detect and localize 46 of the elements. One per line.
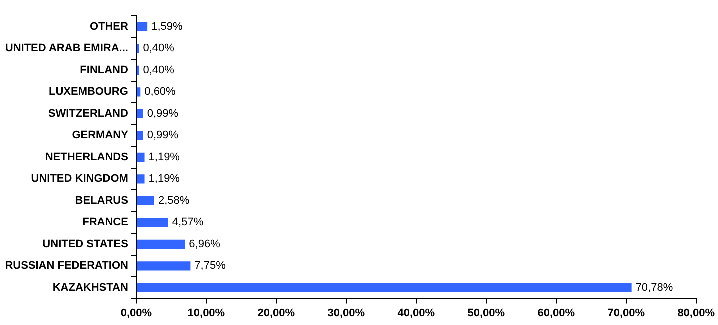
y-tick-label: UNITED STATES: [42, 238, 128, 250]
y-tick-label: BELARUS: [75, 194, 128, 207]
bar: [136, 109, 144, 118]
x-tick-label: 40,00%: [398, 307, 436, 320]
bar: [136, 174, 145, 184]
bar: [136, 88, 141, 97]
data-label: 0,40%: [143, 42, 175, 55]
data-label: 2,58%: [158, 194, 190, 207]
y-tick-label: UNITED ARAB EMIRA...: [5, 42, 128, 55]
data-label: 0,99%: [147, 130, 179, 142]
x-tick-label: 0,00%: [120, 307, 152, 320]
x-tick-label: 50,00%: [468, 307, 506, 320]
data-label: 0,99%: [147, 108, 179, 120]
bar: [136, 22, 148, 32]
x-tick-label: 20,00%: [258, 307, 296, 320]
data-label: 6,96%: [189, 238, 221, 250]
y-tick-label: KAZAKHSTAN: [52, 282, 128, 294]
x-tick-label: 70,00%: [608, 307, 646, 320]
data-label: 70,78%: [636, 282, 674, 294]
y-tick-label: FINLAND: [80, 64, 128, 76]
bar: [136, 262, 191, 271]
data-label: 1,59%: [152, 20, 183, 33]
y-tick-label: NETHERLANDS: [45, 151, 128, 164]
x-tick-label: 60,00%: [538, 307, 576, 320]
data-label: 1,19%: [148, 151, 180, 164]
bar: [136, 218, 168, 228]
y-tick-label: SWITZERLAND: [48, 108, 128, 120]
x-tick-label: 10,00%: [188, 307, 226, 320]
y-tick-label: RUSSIAN FEDERATION: [5, 260, 128, 272]
data-label: 7,75%: [194, 260, 226, 272]
bar: [136, 131, 144, 140]
bar: [136, 196, 154, 206]
x-tick-label: 80,00%: [678, 307, 716, 320]
bar: [136, 152, 145, 162]
y-tick-label: UNITED KINGDOM: [31, 173, 128, 186]
data-label: 0,40%: [143, 64, 175, 76]
data-label: 0,60%: [144, 86, 176, 98]
y-tick-label: GERMANY: [72, 130, 130, 142]
y-tick-label: OTHER: [90, 20, 128, 33]
bar: [136, 283, 632, 292]
bar: [136, 240, 186, 249]
y-tick-label: FRANCE: [82, 216, 128, 229]
data-label: 4,57%: [172, 216, 204, 229]
x-tick-label: 30,00%: [328, 307, 366, 320]
y-tick-label: LUXEMBOURG: [48, 86, 128, 98]
data-label: 1,19%: [148, 173, 180, 186]
